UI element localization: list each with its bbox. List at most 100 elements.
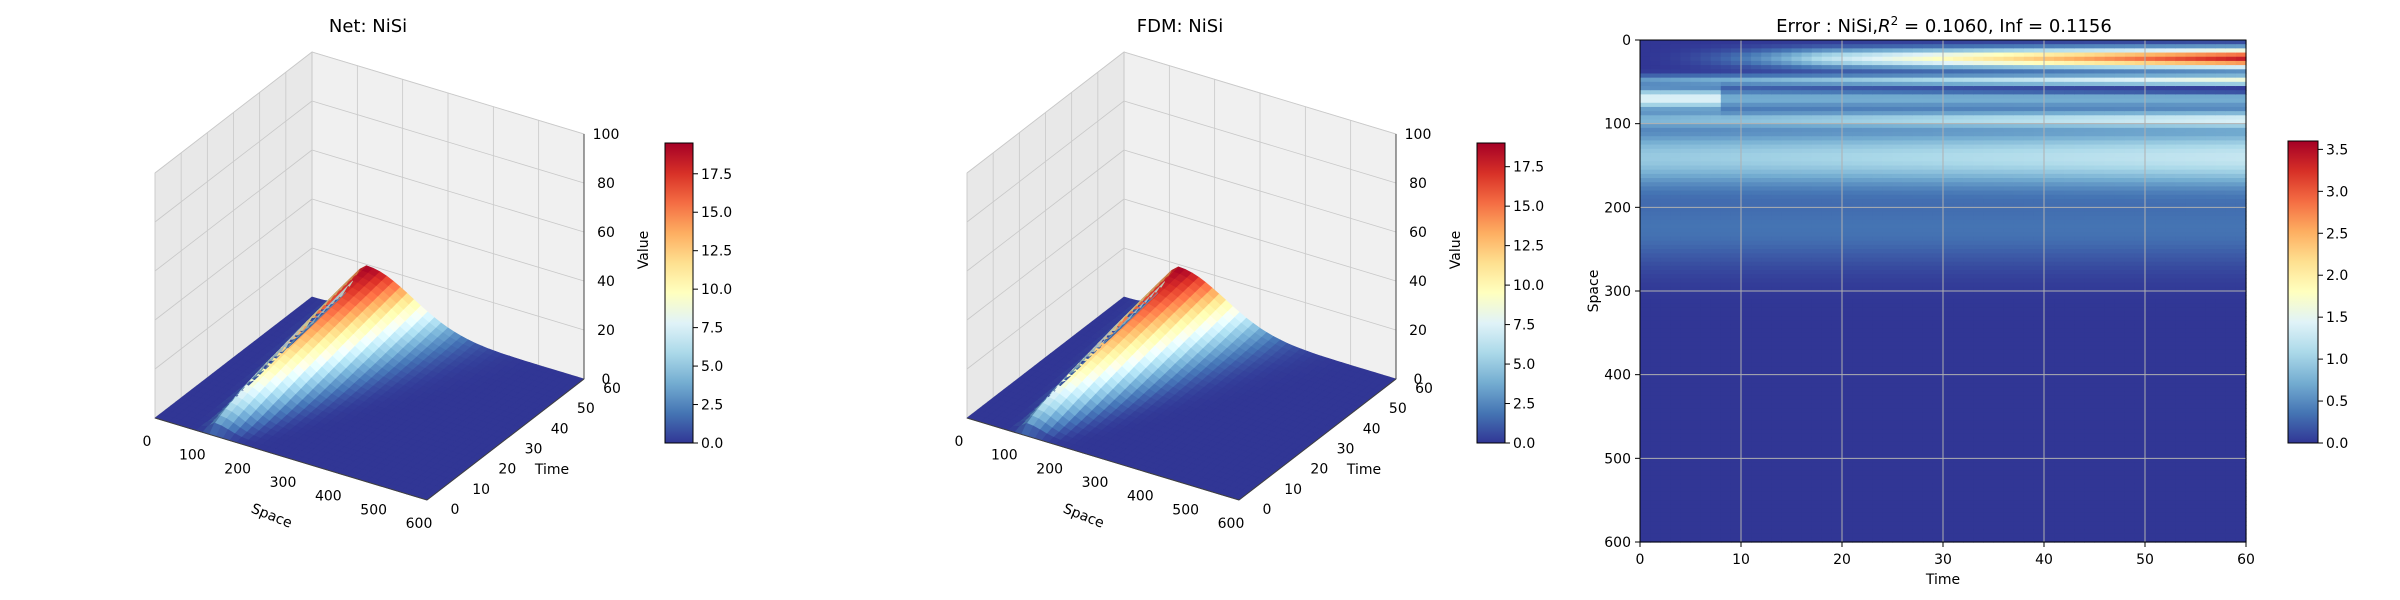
heatmap-cell — [1650, 495, 1661, 501]
heatmap-cell — [1710, 165, 1722, 171]
heatmap-cell — [1700, 320, 1712, 326]
z-tick-label: 60 — [1409, 225, 1427, 241]
heatmap-cell — [1831, 132, 1843, 137]
heatmap-cell — [1771, 466, 1782, 472]
heatmap-cell — [1791, 295, 1803, 300]
heatmap-cell — [1791, 136, 1803, 141]
heatmap-cell — [1640, 127, 1651, 133]
heatmap-cell — [1700, 516, 1712, 522]
heatmap-cell — [1842, 219, 1853, 225]
heatmap-cell — [1680, 378, 1692, 384]
heatmap-cell — [1791, 106, 1803, 112]
heatmap-cell — [1811, 253, 1823, 259]
heatmap-cell — [1730, 353, 1742, 359]
heatmap-cell — [1791, 416, 1803, 422]
heatmap-cell — [1660, 207, 1671, 213]
heatmap-cell — [1741, 198, 1752, 204]
heatmap-cell — [1761, 186, 1772, 192]
heatmap-cell — [1680, 123, 1692, 129]
heatmap-cell — [1690, 337, 1702, 342]
heatmap-cell — [1710, 395, 1722, 401]
heatmap-cell — [1821, 232, 1833, 238]
heatmap-cell — [1710, 274, 1722, 280]
heatmap-cell — [1791, 144, 1803, 150]
heatmap-cell — [1660, 366, 1671, 372]
heatmap-cell — [1680, 115, 1692, 121]
heatmap-cell — [1660, 106, 1671, 112]
heatmap-cell — [1720, 357, 1732, 363]
heatmap-cell — [1801, 337, 1813, 342]
colorbar: 0.02.55.07.510.012.515.017.5 — [1476, 142, 1544, 452]
heatmap-cell — [1650, 278, 1661, 284]
heatmap-cell — [1801, 449, 1813, 455]
heatmap-cell — [1821, 44, 1833, 49]
heatmap-cell — [1751, 374, 1762, 380]
heatmap-cell — [1670, 44, 1681, 49]
heatmap-cell — [1842, 374, 1853, 380]
heatmap-cell — [1690, 270, 1702, 275]
heatmap-cell — [1741, 403, 1752, 409]
heatmap-cell — [1831, 449, 1843, 455]
heatmap-cell — [1761, 236, 1772, 242]
heatmap-cell — [1761, 479, 1772, 485]
heatmap-cell — [1720, 491, 1732, 497]
heatmap-cell — [1821, 40, 1833, 45]
heatmap-cell — [1730, 337, 1742, 342]
heatmap-cell — [1710, 341, 1722, 346]
heatmap-cell — [1730, 165, 1742, 171]
heatmap-cell — [1680, 458, 1692, 464]
heatmap-cell — [1811, 353, 1823, 359]
colorbar-tick-label: 7.5 — [701, 321, 723, 337]
heatmap-cell — [1771, 44, 1782, 49]
heatmap-cell — [1660, 198, 1671, 204]
heatmap-cell — [1781, 265, 1793, 271]
heatmap-cell — [1660, 295, 1671, 300]
heatmap-cell — [1761, 194, 1772, 200]
heatmap-cell — [1680, 412, 1692, 418]
heatmap-cell — [1660, 395, 1671, 401]
heatmap-cell — [1720, 291, 1732, 296]
heatmap-cell — [1660, 111, 1671, 116]
heatmap-cell — [1831, 403, 1843, 409]
heatmap-cell — [1821, 383, 1833, 388]
heatmap-cell — [1741, 136, 1752, 141]
heatmap-cell — [1730, 291, 1742, 296]
heatmap-cell — [1761, 86, 1772, 91]
heatmap-cell — [1660, 445, 1671, 451]
heatmap-cell — [1821, 52, 1833, 58]
heatmap-cell — [1771, 182, 1782, 188]
heatmap-cell — [1650, 81, 1661, 87]
heatmap-cell — [1710, 487, 1722, 493]
x-tick-label: 300 — [1082, 475, 1109, 491]
heatmap-cell — [1811, 48, 1823, 54]
heatmap-cell — [1700, 244, 1712, 250]
heatmap-cell — [1730, 437, 1742, 443]
heatmap-cell — [1710, 483, 1722, 489]
heatmap-cell — [1710, 316, 1722, 321]
heatmap-cell — [1831, 228, 1843, 234]
heatmap-cell — [1801, 521, 1813, 526]
heatmap-cell — [1751, 295, 1762, 300]
heatmap-cell — [1660, 466, 1671, 472]
heatmap-cell — [1660, 479, 1671, 485]
heatmap-cell — [1670, 403, 1681, 409]
heatmap-cell — [1842, 487, 1853, 493]
heatmap-cell — [1821, 408, 1833, 413]
heatmap-cell — [1710, 140, 1722, 146]
heatmap-cell — [1741, 529, 1752, 535]
heatmap-cell — [1771, 115, 1782, 121]
heatmap-cell — [1801, 127, 1813, 133]
heatmap-cell — [1811, 152, 1823, 158]
heatmap-cell — [1801, 316, 1813, 321]
heatmap-cell — [1771, 65, 1782, 70]
heatmap-cell — [1831, 127, 1843, 133]
heatmap-cell — [1650, 429, 1661, 434]
heatmap-cell — [1640, 374, 1651, 380]
heatmap-cell — [1771, 374, 1782, 380]
heatmap-cell — [1700, 265, 1712, 271]
heatmap-cell — [1741, 127, 1752, 133]
heatmap-cell — [1831, 161, 1843, 167]
heatmap-cell — [1730, 504, 1742, 510]
heatmap-cell — [1690, 466, 1702, 472]
